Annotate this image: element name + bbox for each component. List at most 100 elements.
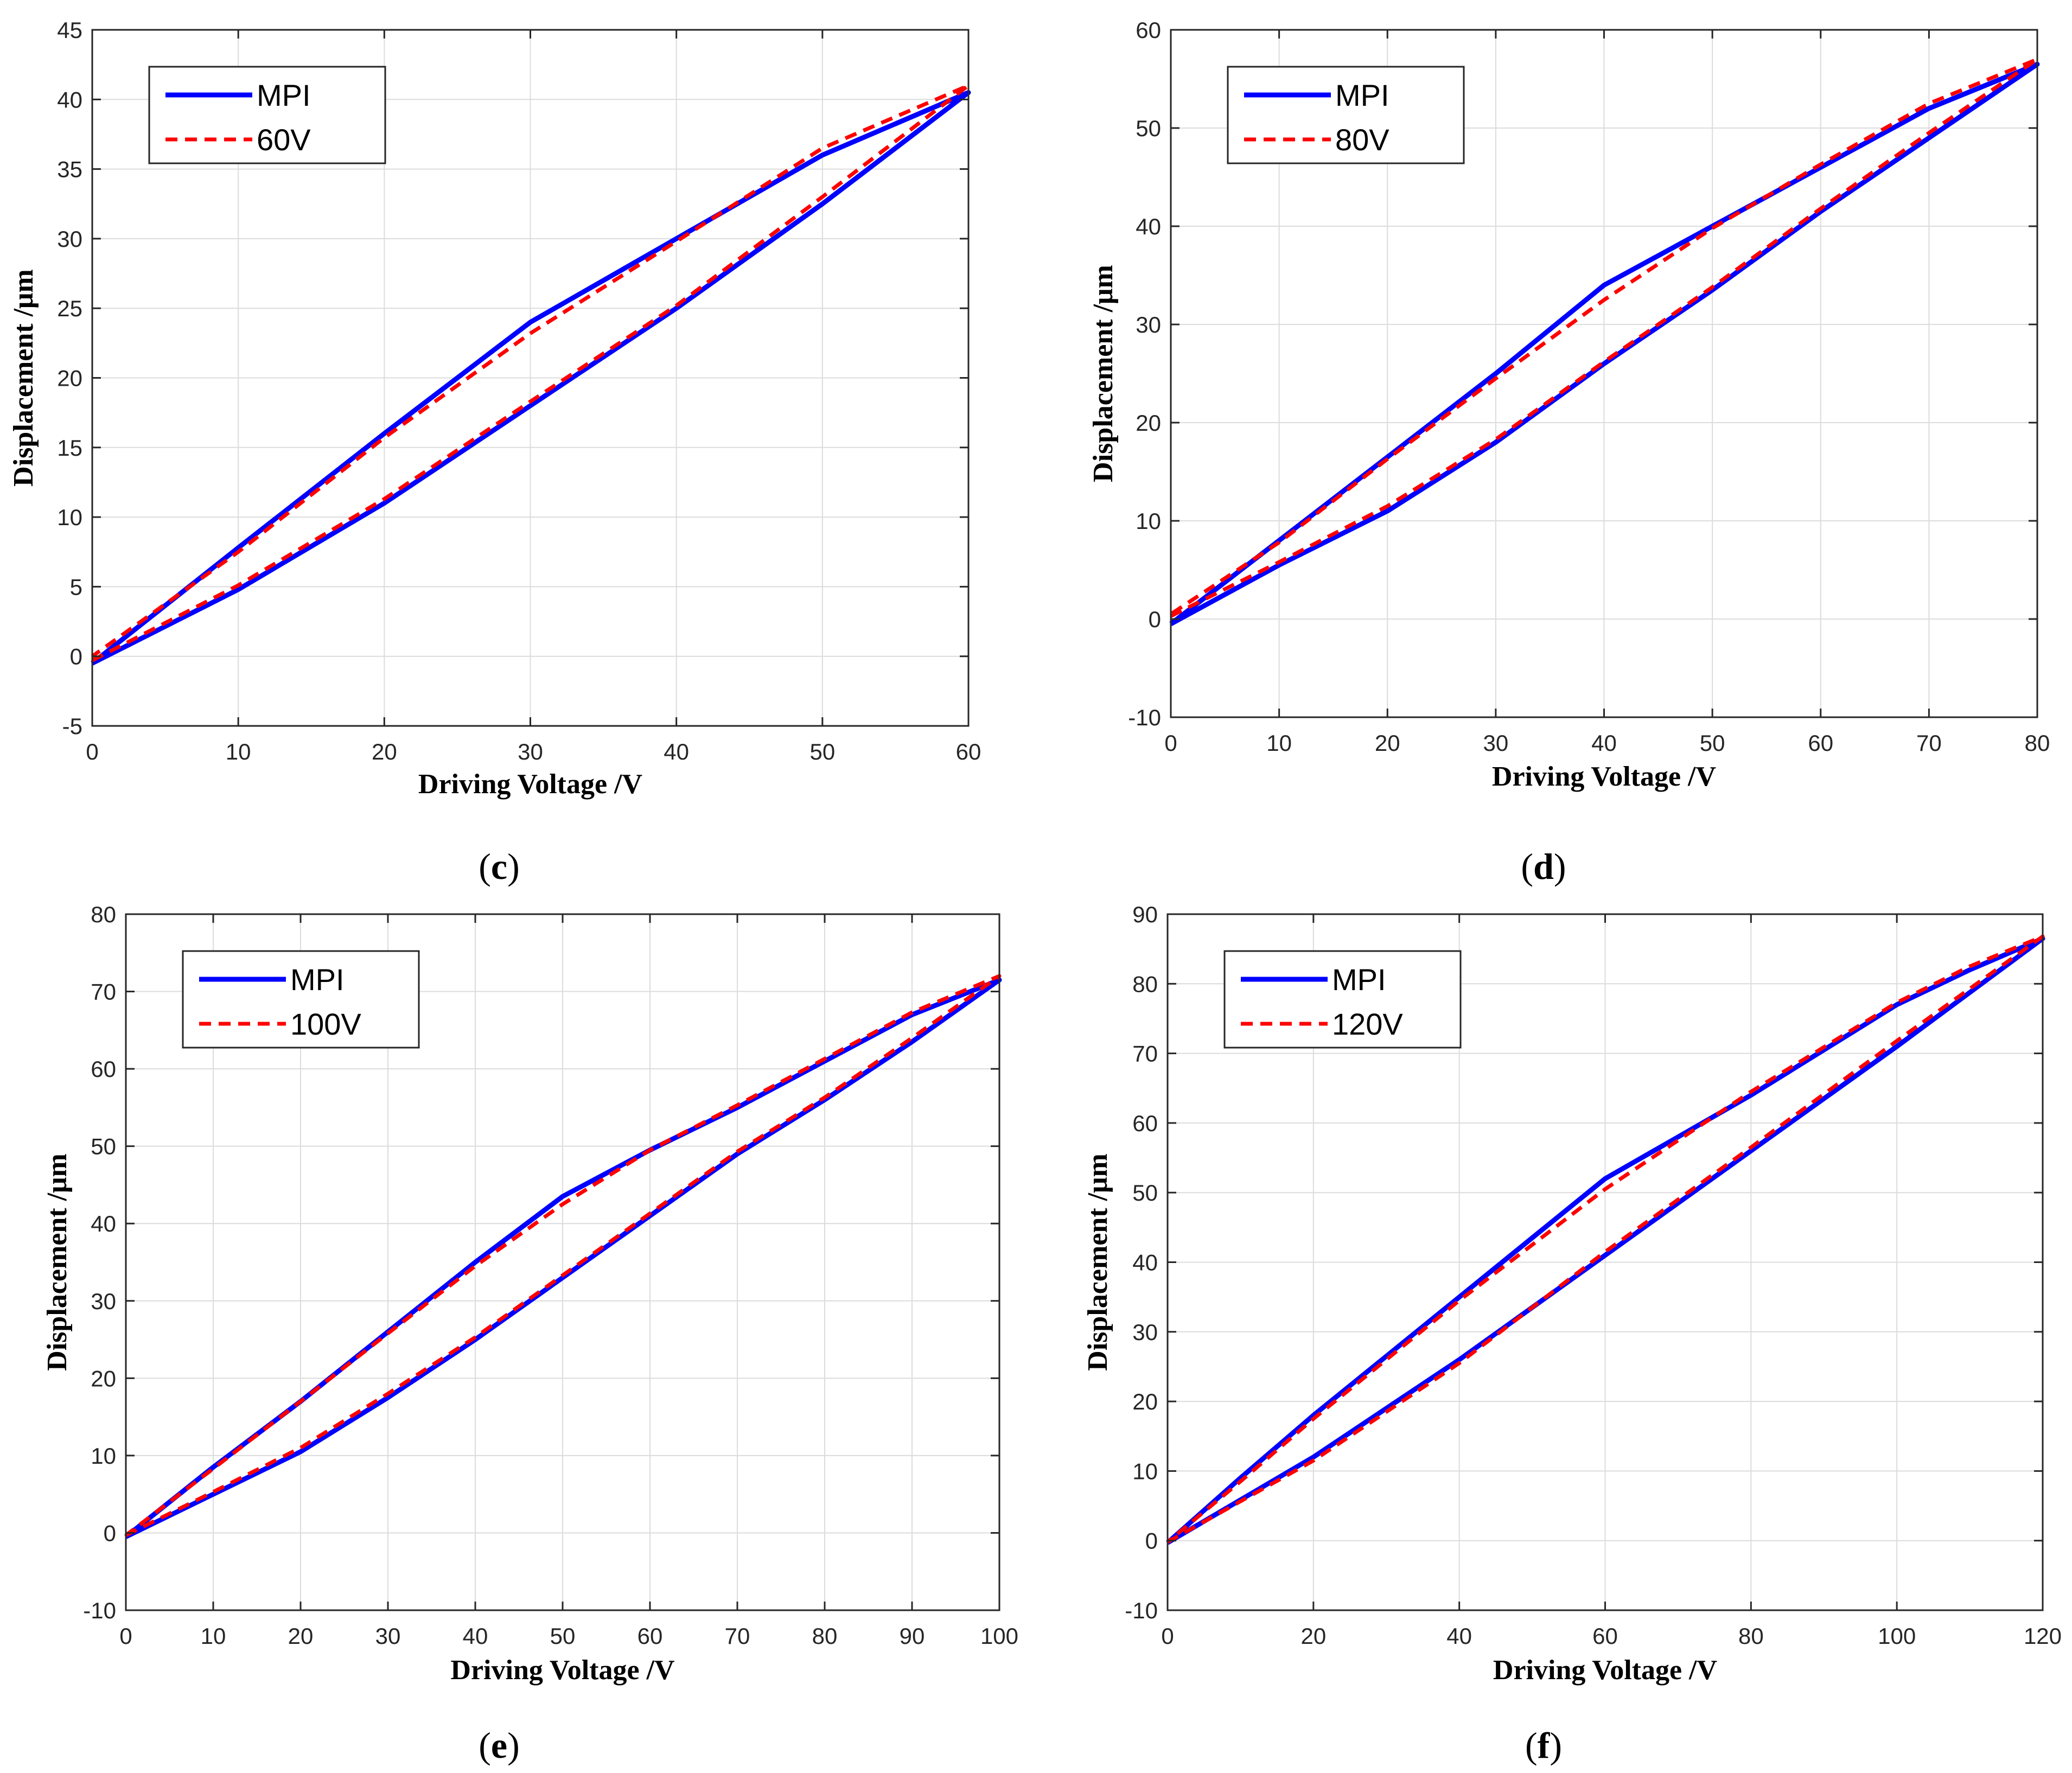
y-tick-label: 50: [91, 1134, 116, 1159]
y-tick-label: 0: [1149, 607, 1161, 632]
legend-box: [182, 950, 420, 1049]
x-axis-label: Driving Voltage /V: [418, 769, 642, 800]
x-tick-label: 60: [637, 1623, 663, 1649]
y-tick-label: 80: [91, 902, 116, 927]
legend-label-120v: 120V: [1332, 1007, 1403, 1041]
x-tick-label: 10: [1266, 730, 1292, 756]
panel-caption: (d): [1521, 846, 1566, 887]
chart-panel-d: 0 10 20 30 40 50 60 70 80-100102030405060Driving…: [1088, 17, 2050, 887]
x-tick-label: 50: [550, 1623, 576, 1649]
y-tick-label: 20: [91, 1366, 116, 1391]
y-tick-label: 70: [91, 979, 116, 1005]
legend: MPI 120V: [1223, 950, 1462, 1049]
y-tick-label: 30: [91, 1289, 116, 1314]
x-tick-label: 0: [86, 739, 98, 764]
x-tick-label: 30: [1483, 730, 1509, 756]
x-tick-label: 80: [1738, 1623, 1764, 1649]
x-tick-label: 20: [372, 739, 397, 764]
x-tick-label: 60: [1808, 730, 1833, 756]
x-tick-label: 0: [1164, 730, 1177, 756]
y-tick-label: 0: [104, 1520, 116, 1546]
y-tick-label: 40: [1136, 214, 1161, 239]
legend-label-60v: 60V: [257, 123, 311, 157]
y-tick-label: -10: [1128, 705, 1161, 730]
y-axis-label: Displacement /μm: [8, 269, 39, 487]
panel-caption: (e): [479, 1725, 520, 1766]
series-line-80v: [1170, 57, 2039, 618]
y-tick-label: 0: [1145, 1528, 1158, 1554]
y-tick-label: 60: [1132, 1111, 1158, 1136]
x-tick-label: 120: [2024, 1623, 2062, 1649]
x-tick-label: 100: [1878, 1623, 1916, 1649]
series-line-120v: [1166, 934, 2045, 1544]
y-tick-label: 10: [57, 505, 82, 530]
x-tick-label: 40: [664, 739, 689, 764]
y-tick-label: 10: [91, 1443, 116, 1469]
x-tick-label: 0: [1161, 1623, 1174, 1649]
x-axis-label: Driving Voltage /V: [450, 1655, 674, 1686]
legend-label-mpi: MPI: [290, 962, 345, 997]
x-tick-label: 100: [980, 1623, 1018, 1649]
y-tick-label: 80: [1132, 971, 1158, 997]
y-tick-label: 45: [57, 17, 82, 43]
x-tick-label: 50: [809, 739, 835, 764]
chart-panel-e: 0 10 20 30 40 50 60 70 80 90 100-10010203040506070…: [42, 902, 1018, 1766]
legend-label-mpi: MPI: [1332, 962, 1386, 997]
legend-box: [148, 66, 386, 164]
x-tick-label: 20: [288, 1623, 314, 1649]
legend-box: [1227, 66, 1465, 164]
y-tick-label: 15: [57, 435, 82, 461]
y-tick-label: 35: [57, 157, 82, 182]
panel-caption: (f): [1525, 1725, 1562, 1766]
legend-label-100v: 100V: [290, 1007, 361, 1041]
y-tick-label: 20: [1132, 1389, 1158, 1414]
y-tick-label: 10: [1132, 1458, 1158, 1484]
x-tick-label: 40: [463, 1623, 488, 1649]
x-tick-label: 10: [226, 739, 251, 764]
x-tick-label: 90: [900, 1623, 925, 1649]
y-tick-label: 30: [1136, 312, 1161, 337]
y-tick-label: 10: [1136, 508, 1161, 534]
y-tick-label: 40: [57, 87, 82, 112]
y-tick-label: 50: [1136, 116, 1161, 141]
x-tick-label: 60: [1592, 1623, 1618, 1649]
y-tick-label: -10: [83, 1598, 116, 1623]
x-tick-label: 0: [119, 1623, 132, 1649]
legend: MPI 80V: [1227, 66, 1465, 164]
y-tick-label: 20: [57, 366, 82, 391]
x-axis-label: Driving Voltage /V: [1492, 761, 1716, 792]
x-tick-label: 20: [1300, 1623, 1326, 1649]
x-tick-label: 70: [725, 1623, 750, 1649]
y-tick-label: 40: [91, 1211, 116, 1236]
x-tick-label: 30: [375, 1623, 401, 1649]
x-axis-label: Driving Voltage /V: [1493, 1655, 1717, 1686]
legend-box: [1223, 950, 1462, 1049]
y-tick-label: 90: [1132, 902, 1158, 927]
x-tick-label: 40: [1446, 1623, 1472, 1649]
y-tick-label: 20: [1136, 410, 1161, 436]
chart-panel-f: 0 20 40 60 80 100 120-100102030405060708090Dri…: [1082, 902, 2062, 1766]
x-tick-label: 40: [1591, 730, 1617, 756]
panel-caption: (c): [479, 846, 520, 887]
y-tick-label: 40: [1132, 1250, 1158, 1275]
x-tick-label: 80: [812, 1623, 838, 1649]
y-tick-label: 50: [1132, 1180, 1158, 1206]
x-tick-label: 70: [1916, 730, 1942, 756]
y-tick-label: -5: [62, 713, 82, 739]
legend-label-mpi: MPI: [1335, 78, 1389, 112]
x-tick-label: 50: [1700, 730, 1725, 756]
y-tick-label: 30: [57, 226, 82, 252]
legend: MPI 100V: [182, 950, 420, 1049]
x-tick-label: 10: [201, 1623, 226, 1649]
y-axis-label: Displacement /μm: [42, 1153, 73, 1371]
legend-label-mpi: MPI: [257, 78, 311, 112]
y-tick-label: 5: [70, 574, 82, 599]
x-tick-label: 20: [1375, 730, 1400, 756]
y-axis-label: Displacement /μm: [1082, 1153, 1113, 1371]
y-axis-label: Displacement /μm: [1088, 265, 1119, 482]
y-tick-label: -10: [1125, 1598, 1158, 1623]
y-tick-label: 25: [57, 296, 82, 321]
chart-panel-c: 0 10 20 30 40 50 60-5051015202530354045Driving…: [8, 17, 981, 887]
series-line-60v: [91, 84, 971, 662]
